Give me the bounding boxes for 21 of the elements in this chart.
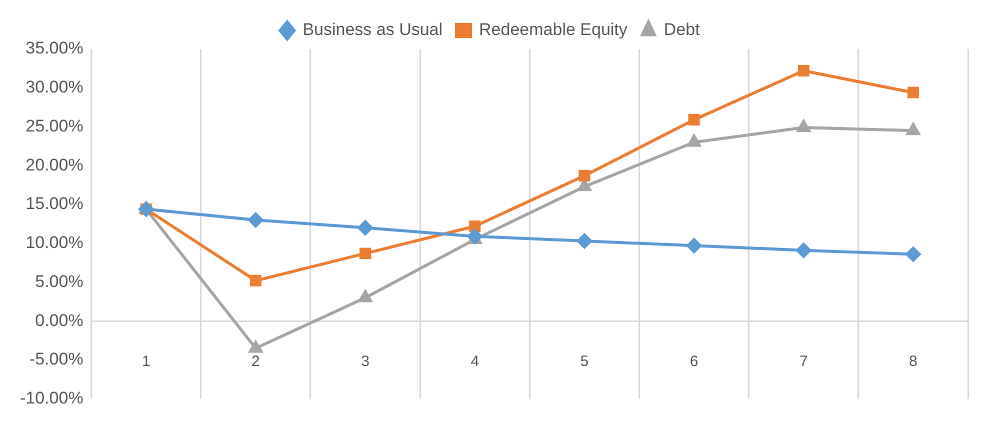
x-tick-label: 3 (361, 353, 370, 370)
y-tick-label: 10.00% (26, 233, 84, 252)
x-tick-label: 1 (142, 353, 150, 370)
y-tick-label: 35.00% (26, 38, 84, 58)
y-tick-label: 5.00% (35, 272, 84, 291)
legend-label: Debt (664, 20, 700, 40)
x-tick-label: 8 (909, 353, 918, 370)
y-tick-label: 20.00% (26, 155, 84, 174)
x-tick-label: 2 (252, 353, 260, 370)
x-tick-label: 7 (799, 353, 808, 370)
x-tick-label: 5 (580, 353, 589, 370)
x-tick-label: 4 (470, 353, 480, 370)
legend-label: Redeemable Equity (479, 20, 628, 40)
y-tick-label: 15.00% (26, 194, 84, 214)
y-tick-label: 25.00% (26, 116, 84, 136)
y-tick-label: -5.00% (29, 350, 84, 369)
y-tick-label: 0.00% (35, 310, 84, 330)
legend-label: Business as Usual (302, 20, 443, 40)
y-tick-label: 30.00% (26, 78, 84, 97)
y-tick-label: -10.00% (20, 388, 84, 408)
x-tick-label: 6 (690, 353, 698, 370)
